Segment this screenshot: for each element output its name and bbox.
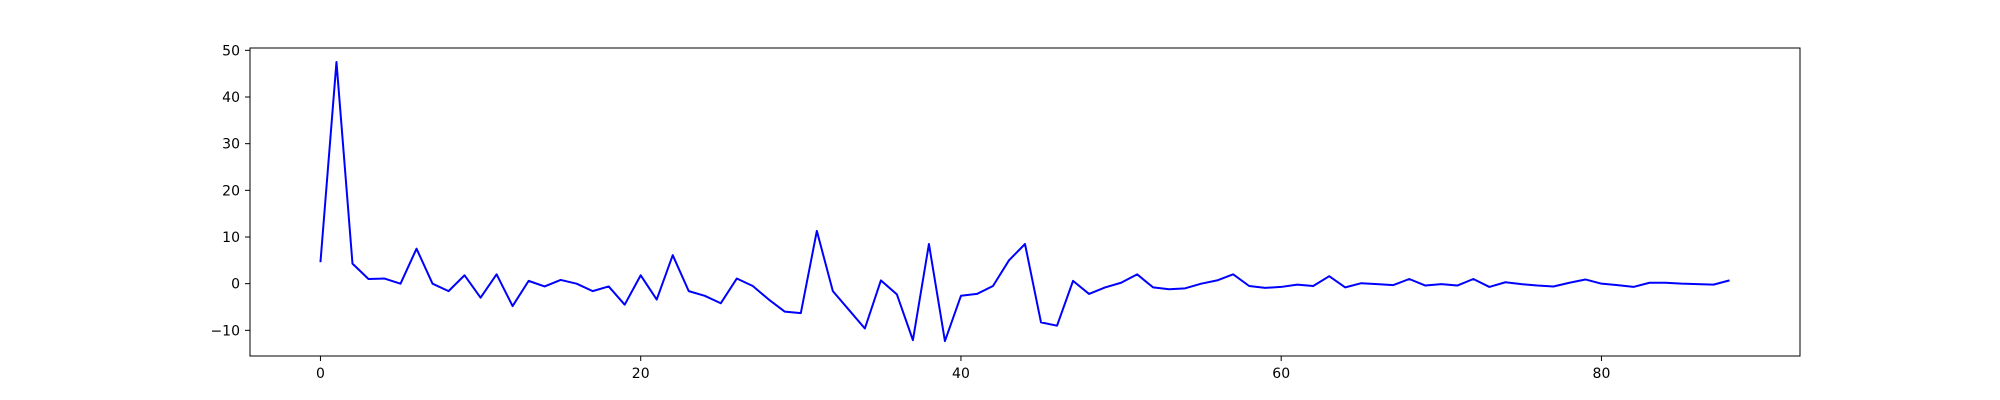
y-tick-label: 40	[222, 90, 240, 106]
y-tick-label: 30	[222, 137, 240, 153]
x-tick-label: 80	[1593, 366, 1611, 382]
y-tick-label: 0	[231, 277, 240, 293]
y-tick-label: 20	[222, 183, 240, 199]
x-tick-label: 60	[1272, 366, 1290, 382]
y-tick-label: 50	[222, 43, 240, 59]
series-line	[319, 61, 1730, 343]
plot-area	[250, 48, 1800, 356]
y-tick-label: 10	[222, 230, 240, 246]
x-tick-label: 0	[316, 366, 325, 382]
x-axis-ticks: 0 20 40 60 80	[316, 356, 1610, 382]
y-tick-label: −10	[210, 323, 240, 339]
x-tick-label: 20	[632, 366, 650, 382]
x-tick-label: 40	[952, 366, 970, 382]
plot-frame	[249, 47, 1801, 357]
y-axis-ticks: −10 0 10 20 30 40 50	[210, 43, 250, 339]
